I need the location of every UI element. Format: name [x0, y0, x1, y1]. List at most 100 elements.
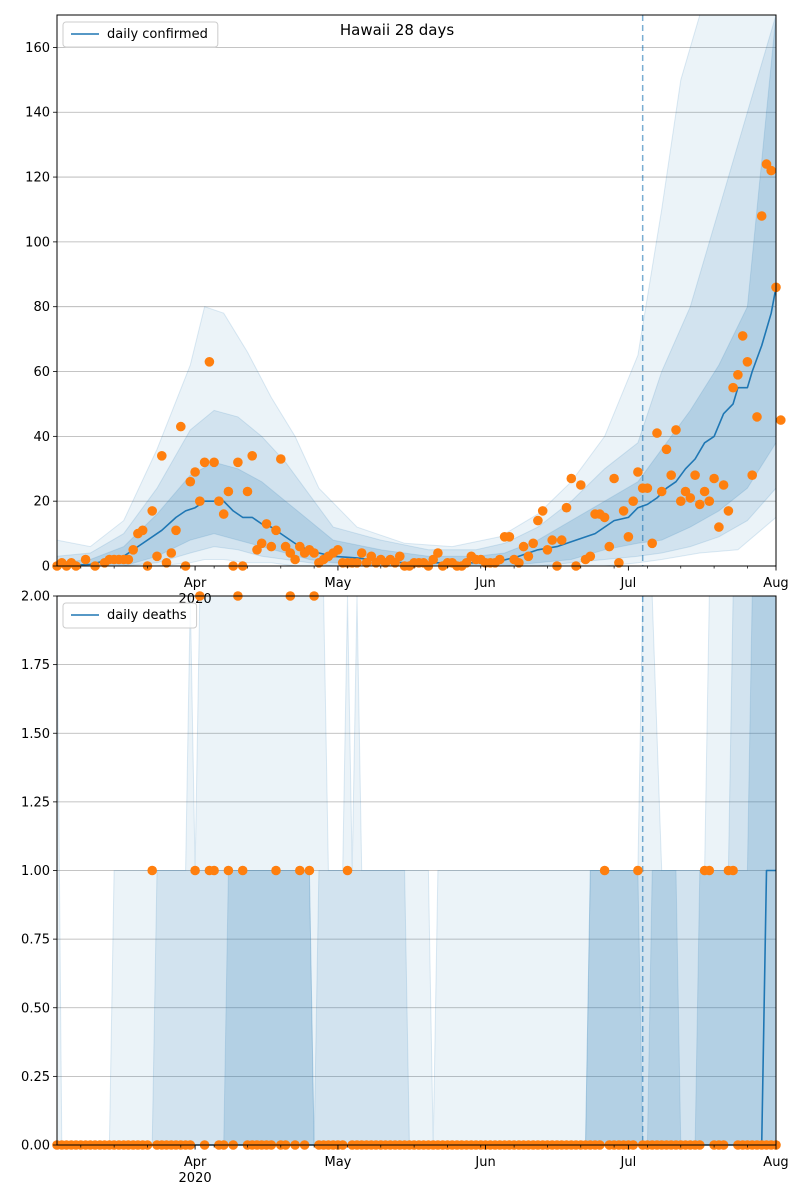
x-tick-label: Apr — [184, 1155, 207, 1170]
data-point — [623, 532, 634, 542]
x-tick-label: Jun — [474, 576, 495, 591]
data-point — [614, 558, 624, 568]
x-tick-label: Aug — [763, 1155, 788, 1170]
data-point — [195, 496, 205, 507]
data-point — [276, 454, 286, 464]
data-point — [628, 496, 638, 507]
data-point — [756, 211, 767, 221]
data-point — [533, 515, 543, 526]
y-tick-label: 0.75 — [21, 933, 50, 948]
x-tick-sublabel: 2020 — [179, 1171, 212, 1186]
legend-box — [62, 602, 198, 629]
data-point — [737, 331, 748, 341]
data-point — [290, 554, 300, 565]
y-tick-label: 140 — [25, 106, 50, 121]
data-point — [309, 548, 319, 558]
data-point — [214, 496, 224, 507]
data-point — [504, 532, 515, 542]
data-point — [176, 421, 186, 432]
data-point — [80, 554, 91, 565]
data-point — [661, 444, 672, 455]
data-point — [356, 548, 367, 558]
deaths-chart-panel: 0.00 0.25 0.50 0.75 1.00 1.25 1.50 1.75 2.00 Apr… — [21, 590, 789, 1187]
data-point — [742, 357, 753, 367]
data-point — [261, 519, 272, 529]
data-point — [204, 357, 215, 367]
y-tick-label: 1.00 — [21, 864, 50, 879]
data-point — [271, 525, 281, 536]
data-point — [190, 467, 200, 477]
data-point — [152, 551, 162, 562]
x-tick-label: Jun — [474, 1155, 495, 1170]
confidence-bands — [56, 595, 777, 1146]
data-point — [733, 370, 743, 380]
y-gridlines — [57, 47, 776, 567]
data-point — [147, 506, 157, 516]
data-point — [676, 496, 686, 507]
data-point — [518, 541, 529, 552]
data-point — [514, 558, 524, 568]
data-point — [161, 558, 172, 568]
data-point — [642, 483, 653, 494]
data-point — [209, 457, 219, 468]
data-point — [728, 865, 738, 876]
data-point — [561, 502, 572, 513]
data-point — [576, 480, 586, 490]
data-point — [242, 486, 253, 497]
data-point — [233, 457, 243, 468]
x-tick-label: Aug — [763, 576, 788, 591]
x-tick-label: May — [324, 1155, 351, 1170]
legend: daily confirmed — [62, 21, 219, 48]
data-point — [747, 470, 757, 481]
data-point — [604, 541, 615, 552]
data-point — [652, 428, 662, 438]
data-point — [618, 506, 629, 516]
data-point — [199, 457, 210, 468]
data-point — [695, 499, 705, 510]
y-tick-label: 60 — [33, 365, 50, 380]
data-point — [123, 554, 134, 565]
y-tick-label: 100 — [25, 235, 50, 250]
data-point — [714, 522, 724, 532]
data-point — [433, 548, 443, 558]
data-point — [395, 551, 405, 562]
data-point — [218, 509, 229, 519]
legend: daily deaths — [62, 602, 198, 629]
plot-frame — [56, 14, 777, 567]
y-axis-ticks: 0 20 40 60 80 100 120 140 160 — [25, 41, 57, 575]
data-point — [333, 545, 343, 555]
data-point — [718, 480, 729, 490]
data-point — [666, 470, 676, 481]
data-point — [256, 538, 267, 549]
x-tick-label: Apr — [184, 576, 207, 591]
y-axis-ticks: 0.00 0.25 0.50 0.75 1.00 1.25 1.50 1.75 2.00 — [21, 590, 57, 1154]
data-point — [599, 865, 610, 876]
data-point — [137, 525, 148, 536]
data-point — [704, 496, 715, 507]
data-point — [647, 538, 657, 549]
data-point — [157, 451, 167, 461]
data-point — [566, 473, 577, 484]
y-tick-label: 0 — [42, 560, 50, 575]
data-point — [542, 545, 553, 555]
data-point — [709, 473, 719, 484]
chart-title: Hawaii 28 days — [340, 21, 454, 39]
legend-box — [62, 21, 219, 48]
data-point — [266, 541, 277, 552]
data-point — [147, 865, 157, 876]
y-tick-label: 80 — [33, 300, 50, 315]
data-point — [495, 554, 505, 565]
x-tick-label: May — [324, 576, 351, 591]
data-point — [190, 865, 200, 876]
y-tick-label: 0.50 — [21, 1001, 50, 1016]
y-tick-label: 1.50 — [21, 727, 50, 742]
data-point — [342, 865, 353, 876]
data-point — [247, 451, 257, 461]
data-point — [599, 512, 610, 523]
y-tick-label: 20 — [33, 495, 50, 510]
data-point — [609, 473, 619, 484]
data-point — [690, 470, 700, 481]
x-tick-label: Jul — [620, 1155, 637, 1170]
